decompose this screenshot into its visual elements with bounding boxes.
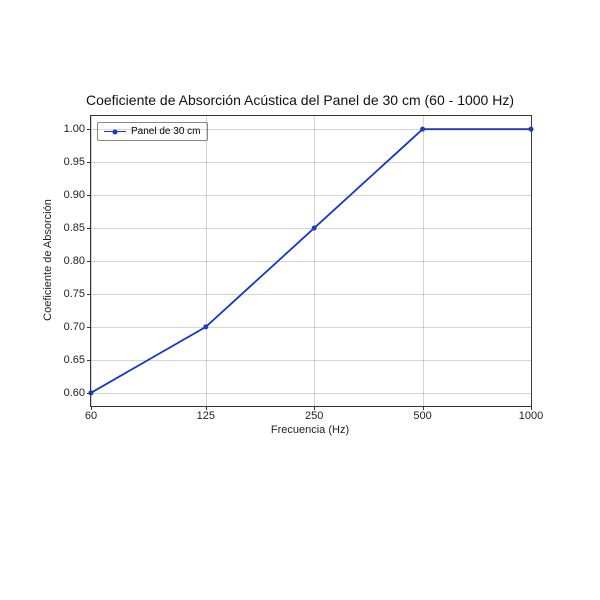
ytick-label: 0.80 bbox=[64, 255, 85, 267]
grid-h bbox=[91, 261, 531, 262]
chart-container: Coeficiente de Absorción Acústica del Pa… bbox=[0, 0, 600, 600]
xtick-label: 500 bbox=[413, 410, 431, 422]
grid-v bbox=[206, 116, 207, 406]
xtick-label: 250 bbox=[305, 410, 323, 422]
grid-v bbox=[314, 116, 315, 406]
ytick-label: 0.60 bbox=[64, 387, 85, 399]
grid-h bbox=[91, 393, 531, 394]
y-axis-label: Coeficiente de Absorción bbox=[42, 199, 54, 321]
ytick-label: 0.90 bbox=[64, 189, 85, 201]
grid-h bbox=[91, 162, 531, 163]
xtick-label: 1000 bbox=[519, 410, 543, 422]
ytick-label: 0.70 bbox=[64, 321, 85, 333]
xtick-label: 125 bbox=[197, 410, 215, 422]
chart-title: Coeficiente de Absorción Acústica del Pa… bbox=[0, 92, 600, 108]
xtick-label: 60 bbox=[85, 410, 97, 422]
grid-h bbox=[91, 360, 531, 361]
grid-h bbox=[91, 195, 531, 196]
ytick-label: 0.85 bbox=[64, 222, 85, 234]
grid-h bbox=[91, 129, 531, 130]
grid-v bbox=[531, 116, 532, 406]
grid-h bbox=[91, 228, 531, 229]
ytick-label: 0.75 bbox=[64, 288, 85, 300]
ytick-label: 0.95 bbox=[64, 156, 85, 168]
ytick-label: 1.00 bbox=[64, 123, 85, 135]
grid-v bbox=[91, 116, 92, 406]
grid-h bbox=[91, 327, 531, 328]
plot-area: Panel de 30 cm 0.600.650.700.750.800.850… bbox=[90, 115, 532, 407]
grid-h bbox=[91, 294, 531, 295]
ytick-label: 0.65 bbox=[64, 354, 85, 366]
grid-v bbox=[423, 116, 424, 406]
x-axis-label: Frecuencia (Hz) bbox=[90, 424, 530, 436]
